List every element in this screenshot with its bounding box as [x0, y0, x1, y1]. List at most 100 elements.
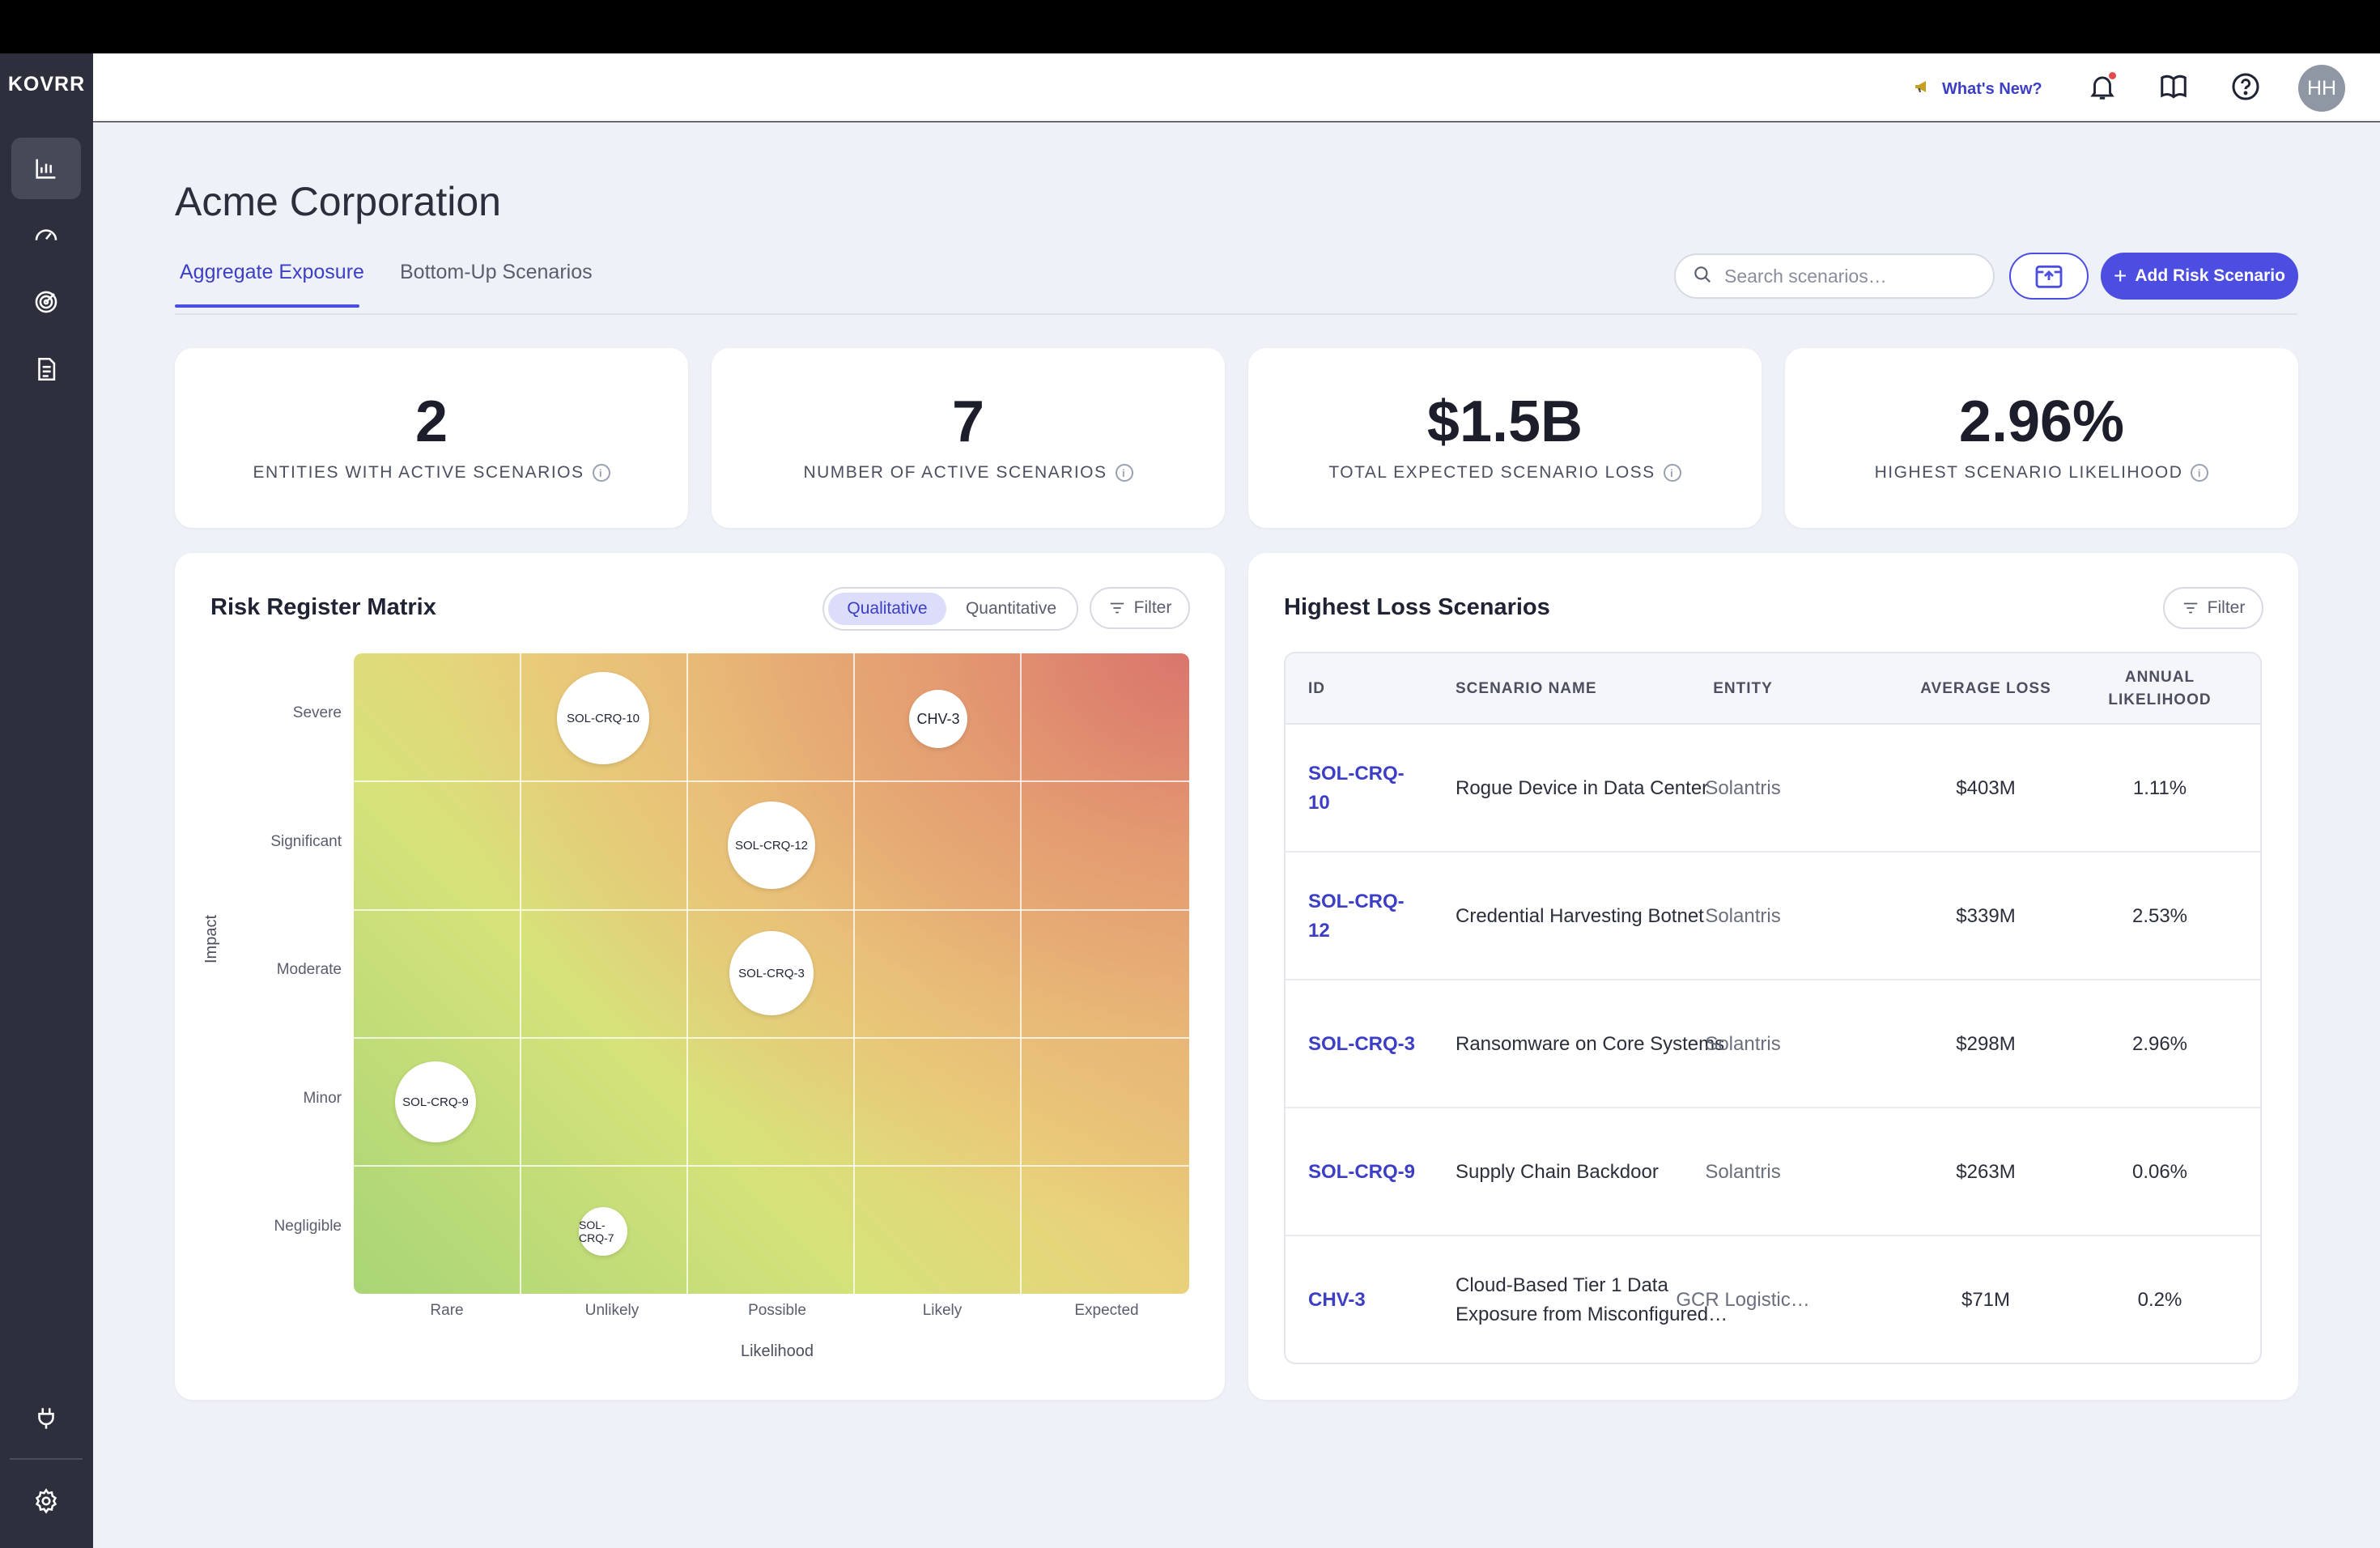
nav-plug-icon[interactable] [11, 1388, 81, 1449]
export-upload-icon [2035, 265, 2063, 288]
y-tick-label: Minor [303, 1090, 342, 1107]
nav-settings-gear-icon[interactable] [11, 1470, 81, 1532]
grid-line [520, 653, 521, 1294]
kpi-card-total-loss: $1.5B TOTAL EXPECTED SCENARIO LOSS i [1248, 348, 1762, 528]
kpi-value: 2.96% [1958, 389, 2125, 454]
top-black-bar [0, 0, 2380, 53]
column-header-annual-likelihood[interactable]: ANNUAL LIKELIHOOD [2108, 669, 2212, 708]
column-header-average-loss[interactable]: AVERAGE LOSS [1920, 680, 2051, 697]
megaphone-icon [1913, 77, 1932, 101]
average-loss-cell: $339M [1956, 905, 2016, 927]
scenario-name: Rogue Device in Data Center [1456, 777, 1709, 799]
average-loss-cell: $71M [1961, 1289, 2011, 1311]
export-button[interactable] [2009, 253, 2089, 300]
nav-target-icon[interactable] [11, 271, 81, 333]
y-tick-label: Severe [292, 704, 342, 721]
info-icon[interactable]: i [1115, 464, 1133, 482]
grid-line [1020, 653, 1022, 1294]
toggle-quantitative[interactable]: Quantitative [965, 599, 1057, 618]
add-risk-scenario-button[interactable]: + Add Risk Scenario [2101, 253, 2298, 300]
grid-line [354, 1165, 1189, 1167]
likelihood-cell: 0.2% [2137, 1289, 2182, 1311]
bubble-scenario[interactable]: SOL-CRQ-3 [729, 931, 814, 1015]
y-tick-label: Significant [270, 833, 342, 850]
scenario-id-link[interactable]: CHV-3 [1308, 1289, 1366, 1311]
view-toggle: Qualitative Quantitative [822, 587, 1078, 631]
bubble-scenario[interactable]: SOL-CRQ-10 [557, 672, 649, 764]
scenario-name: Ransomware on Core Systems [1456, 1033, 1725, 1055]
loss-filter-button[interactable]: Filter [2163, 587, 2263, 629]
kpi-card-entities: 2 ENTITIES WITH ACTIVE SCENARIOS i [175, 348, 688, 528]
tab-bottom-up-scenarios[interactable]: Bottom-Up Scenarios [400, 261, 593, 283]
x-tick-label: Likely [922, 1302, 963, 1319]
sidebar-divider [10, 1458, 83, 1460]
scenario-id-link[interactable]: SOL-CRQ- 10 [1308, 763, 1405, 814]
entity-cell: GCR Logistic… [1676, 1289, 1810, 1311]
app-logo: KOVRR [7, 73, 86, 96]
table-row[interactable]: SOL-CRQ-9 Supply Chain Backdoor Solantri… [1286, 1108, 2260, 1236]
plus-icon: + [2114, 263, 2127, 288]
scenario-name: Supply Chain Backdoor [1456, 1161, 1659, 1183]
grid-line [354, 909, 1189, 911]
info-icon[interactable]: i [2191, 464, 2209, 482]
bubble-scenario[interactable]: SOL-CRQ-12 [728, 802, 815, 889]
scenario-id-link[interactable]: SOL-CRQ- 12 [1308, 891, 1405, 942]
entity-cell: Solantris [1705, 1161, 1781, 1183]
active-tab-indicator [175, 304, 359, 308]
scenario-id-link[interactable]: SOL-CRQ-9 [1308, 1161, 1415, 1183]
tab-aggregate-exposure[interactable]: Aggregate Exposure [180, 261, 364, 283]
column-header-scenario-name[interactable]: SCENARIO NAME [1456, 680, 1597, 697]
info-icon[interactable]: i [592, 464, 610, 482]
kpi-value: $1.5B [1426, 389, 1583, 454]
highest-loss-title: Highest Loss Scenarios [1284, 594, 1550, 620]
table-row[interactable]: SOL-CRQ- 12 Credential Harvesting Botnet … [1286, 853, 2260, 980]
average-loss-cell: $263M [1956, 1161, 2016, 1183]
x-tick-label: Expected [1074, 1302, 1139, 1319]
add-risk-scenario-label: Add Risk Scenario [2135, 266, 2285, 285]
entity-cell: Solantris [1705, 905, 1781, 927]
likelihood-cell: 1.11% [2132, 777, 2187, 799]
x-tick-label: Unlikely [584, 1302, 640, 1319]
nav-gauge-icon[interactable] [11, 205, 81, 266]
help-question-icon[interactable] [2227, 68, 2264, 105]
y-axis-labels: Severe Significant Moderate Minor Neglig… [227, 653, 342, 1294]
nav-document-icon[interactable] [11, 338, 81, 400]
kpi-label: TOTAL EXPECTED SCENARIO LOSS i [1248, 463, 1762, 483]
docs-book-icon[interactable] [2155, 68, 2192, 105]
likelihood-cell: 2.53% [2131, 905, 2188, 927]
scenario-id-link[interactable]: SOL-CRQ-3 [1308, 1033, 1415, 1055]
filter-label: Filter [2207, 598, 2246, 617]
kpi-label: NUMBER OF ACTIVE SCENARIOS i [712, 463, 1225, 483]
matrix-filter-button[interactable]: Filter [1090, 587, 1190, 629]
table-row[interactable]: SOL-CRQ-3 Ransomware on Core Systems Sol… [1286, 980, 2260, 1108]
search-icon [1692, 264, 1713, 289]
toggle-qualitative[interactable]: Qualitative [828, 593, 946, 625]
nav-dashboard-chart-icon[interactable] [11, 138, 81, 199]
scenario-name: Cloud-Based Tier 1 Data Exposure from Mis… [1456, 1274, 1728, 1325]
grid-line [686, 653, 688, 1294]
column-header-id[interactable]: ID [1308, 680, 1325, 697]
user-avatar[interactable]: HH [2298, 65, 2345, 112]
scenario-name: Credential Harvesting Botnet [1456, 905, 1704, 927]
bubble-scenario[interactable]: CHV-3 [909, 690, 967, 748]
y-tick-label: Moderate [276, 961, 342, 978]
notifications-bell-icon[interactable] [2084, 68, 2121, 105]
bubble-scenario[interactable]: SOL-CRQ-7 [579, 1207, 627, 1256]
kpi-value: 2 [414, 389, 448, 454]
column-header-entity[interactable]: ENTITY [1713, 680, 1773, 697]
sidebar: KOVRR [0, 53, 93, 1548]
y-axis-title: Impact [202, 914, 220, 963]
kpi-label: ENTITIES WITH ACTIVE SCENARIOS i [175, 463, 688, 483]
table-row[interactable]: SOL-CRQ- 10 Rogue Device in Data Center S… [1286, 725, 2260, 853]
search-input[interactable] [1724, 265, 1983, 287]
grid-line [354, 780, 1189, 782]
x-tick-label: Rare [430, 1302, 464, 1319]
average-loss-cell: $298M [1956, 1033, 2016, 1055]
table-row[interactable]: CHV-3 Cloud-Based Tier 1 Data Exposure fr… [1286, 1236, 2260, 1363]
entity-cell: Solantris [1705, 1033, 1781, 1055]
bubble-scenario[interactable]: SOL-CRQ-9 [395, 1061, 476, 1142]
filter-icon [2183, 602, 2197, 614]
info-icon[interactable]: i [1663, 464, 1681, 482]
likelihood-cell: 0.06% [2131, 1161, 2188, 1183]
whats-new-link[interactable]: What's New? [1913, 77, 2042, 101]
